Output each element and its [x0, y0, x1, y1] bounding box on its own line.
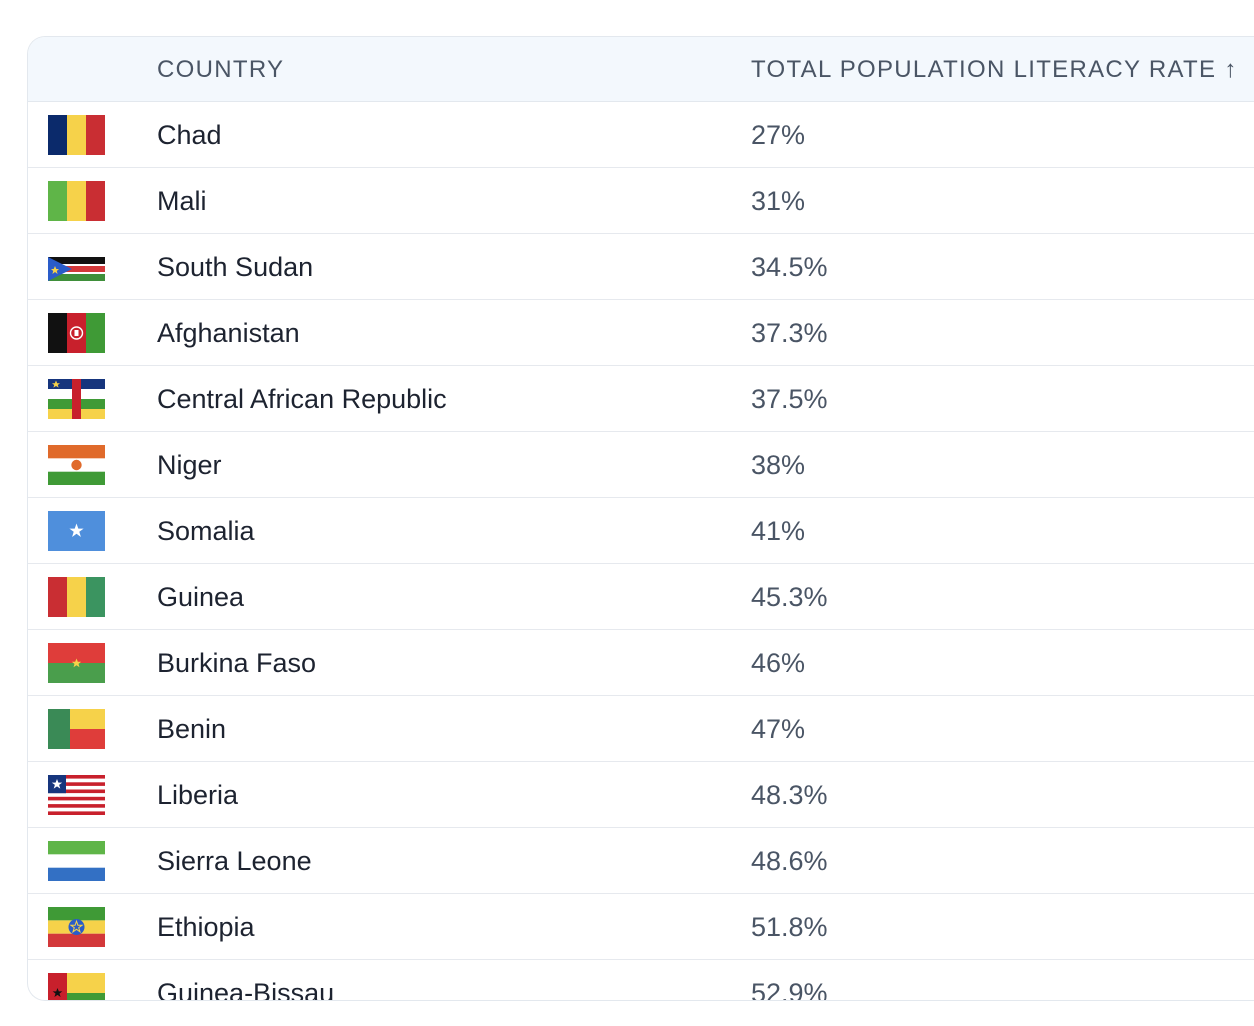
table-row[interactable]: Central African Republic 37.5%: [28, 366, 1254, 432]
country-name: Chad: [157, 120, 222, 150]
south-sudan-flag-icon: [48, 247, 105, 287]
table-row[interactable]: Afghanistan 37.3%: [28, 300, 1254, 366]
chad-flag-icon: [48, 115, 105, 155]
sierra-leone-flag-icon: [48, 841, 105, 881]
country-name: Afghanistan: [157, 318, 300, 348]
table-row[interactable]: Somalia 41%: [28, 498, 1254, 564]
literacy-rate: 48.3%: [751, 780, 828, 810]
literacy-rate: 34.5%: [751, 252, 828, 282]
literacy-rate: 27%: [751, 120, 806, 150]
country-name: Burkina Faso: [157, 648, 317, 678]
table-row[interactable]: Burkina Faso 46%: [28, 630, 1254, 696]
country-name: Somalia: [157, 516, 255, 546]
table-row[interactable]: Mali 31%: [28, 168, 1254, 234]
table-body: Chad 27% Mali 31% South Sudan 34.5% Afgh…: [28, 102, 1254, 1001]
table-row[interactable]: Benin 47%: [28, 696, 1254, 762]
guinea-flag-icon: [48, 577, 105, 617]
sort-ascending-icon[interactable]: ↑: [1224, 56, 1238, 83]
country-name: Liberia: [157, 780, 239, 810]
mali-flag-icon: [48, 181, 105, 221]
table-header: COUNTRY TOTAL POPULATION LITERACY RATE ↑: [28, 37, 1254, 102]
column-header-country[interactable]: COUNTRY: [157, 56, 285, 83]
country-name: Mali: [157, 186, 207, 216]
country-name: Ethiopia: [157, 912, 255, 942]
literacy-rate: 47%: [751, 714, 806, 744]
niger-flag-icon: [48, 445, 105, 485]
literacy-rate: 31%: [751, 186, 806, 216]
liberia-flag-icon: [48, 775, 105, 815]
literacy-table: COUNTRY TOTAL POPULATION LITERACY RATE ↑ …: [27, 36, 1254, 1001]
central-african-republic-flag-icon: [48, 379, 105, 419]
country-name: Central African Republic: [157, 384, 447, 414]
country-name: Guinea-Bissau: [157, 978, 335, 1001]
table-row[interactable]: Sierra Leone 48.6%: [28, 828, 1254, 894]
country-name: Guinea: [157, 582, 245, 612]
column-header-literacy-rate[interactable]: TOTAL POPULATION LITERACY RATE ↑: [751, 37, 1238, 102]
country-name: Sierra Leone: [157, 846, 312, 876]
country-name: Niger: [157, 450, 222, 480]
somalia-flag-icon: [48, 511, 105, 551]
table-row[interactable]: Guinea-Bissau 52.9%: [28, 960, 1254, 1001]
literacy-rate: 46%: [751, 648, 806, 678]
ethiopia-flag-icon: [48, 907, 105, 947]
literacy-rate: 37.5%: [751, 384, 828, 414]
literacy-rate: 52.9%: [751, 978, 828, 1001]
table-row[interactable]: Niger 38%: [28, 432, 1254, 498]
literacy-rate: 38%: [751, 450, 806, 480]
table-row[interactable]: Chad 27%: [28, 102, 1254, 168]
country-name: Benin: [157, 714, 227, 744]
guinea-bissau-flag-icon: [48, 973, 105, 1000]
benin-flag-icon: [48, 709, 105, 749]
literacy-rate: 48.6%: [751, 846, 828, 876]
table-row[interactable]: Ethiopia 51.8%: [28, 894, 1254, 960]
table-row[interactable]: Liberia 48.3%: [28, 762, 1254, 828]
column-header-literacy-rate-label: TOTAL POPULATION LITERACY RATE: [751, 56, 1217, 83]
literacy-rate: 45.3%: [751, 582, 828, 612]
table-row[interactable]: South Sudan 34.5%: [28, 234, 1254, 300]
literacy-rate: 41%: [751, 516, 806, 546]
afghanistan-flag-icon: [48, 313, 105, 353]
table-row[interactable]: Guinea 45.3%: [28, 564, 1254, 630]
literacy-rate: 37.3%: [751, 318, 828, 348]
burkina-faso-flag-icon: [48, 643, 105, 683]
country-name: South Sudan: [157, 252, 314, 282]
literacy-rate: 51.8%: [751, 912, 828, 942]
